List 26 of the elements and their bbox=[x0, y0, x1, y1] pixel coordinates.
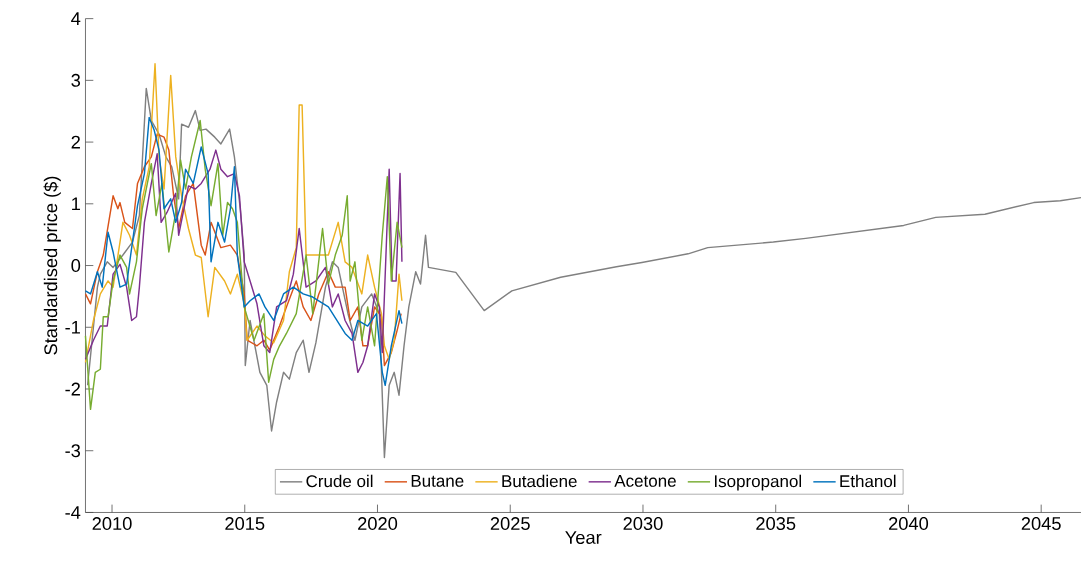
legend-label: Ethanol bbox=[840, 474, 896, 488]
y-tick-label: 0 bbox=[71, 258, 81, 272]
y-tick-label: 1 bbox=[72, 197, 80, 210]
y-tick-label: -4 bbox=[65, 506, 81, 519]
x-tick-label: 2035 bbox=[756, 516, 796, 530]
y-tick-label: -3 bbox=[65, 444, 81, 458]
y-axis-title: Standardised price ($) bbox=[43, 176, 61, 355]
x-tick-label: 2010 bbox=[92, 516, 132, 530]
x-tick-label: 2030 bbox=[623, 516, 663, 530]
x-tick-label: 2020 bbox=[358, 516, 398, 530]
legend-label: Crude oil bbox=[306, 474, 373, 488]
x-tick-label: 2045 bbox=[1021, 516, 1061, 530]
x-tick-label: 2025 bbox=[490, 516, 530, 530]
legend-label: Acetone bbox=[614, 474, 676, 487]
legend-label: Butane bbox=[411, 474, 464, 487]
x-tick-label: 2015 bbox=[225, 516, 265, 530]
x-tick-label: 2040 bbox=[889, 516, 929, 530]
y-tick-label: 2 bbox=[71, 135, 80, 149]
y-tick-label: 3 bbox=[71, 73, 81, 87]
legend-label: Butadiene bbox=[502, 474, 577, 488]
x-axis-title: Year bbox=[565, 531, 602, 544]
y-tick-label: 4 bbox=[71, 12, 81, 25]
legend-label: Isopropanol bbox=[714, 474, 802, 491]
line-series bbox=[86, 87, 1081, 459]
y-tick-label: -2 bbox=[65, 382, 80, 396]
y-tick-label: -1 bbox=[65, 320, 80, 334]
